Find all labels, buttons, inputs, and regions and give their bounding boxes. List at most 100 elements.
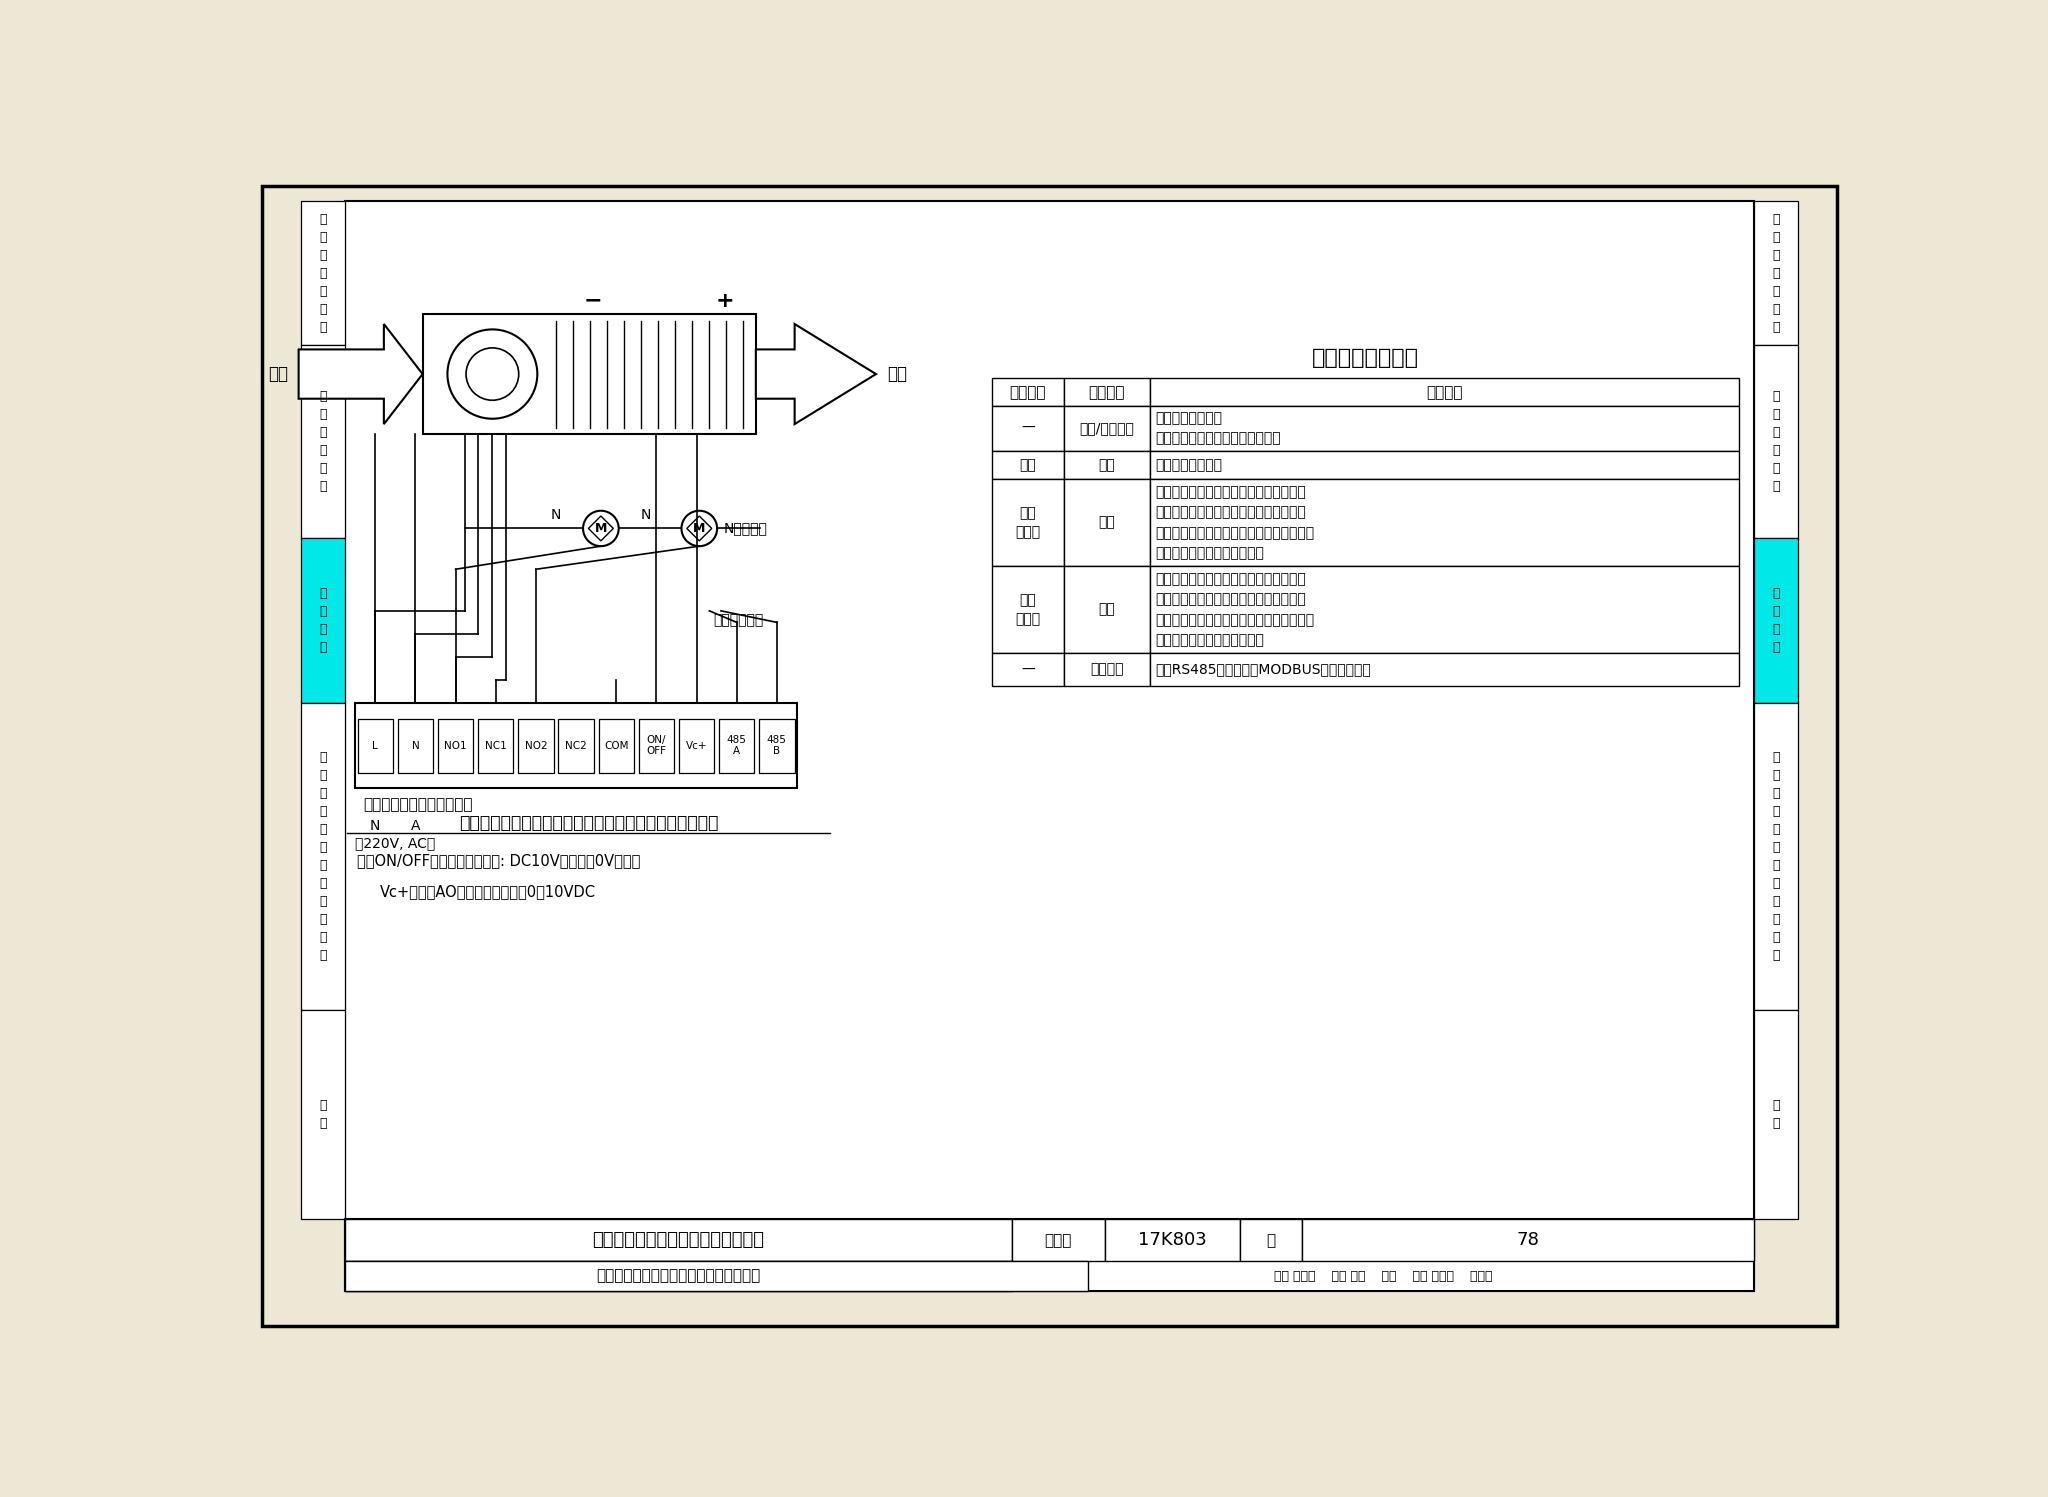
Text: 温控面板接线示意图及自控调节策略说明: 温控面板接线示意图及自控调节策略说明	[596, 1268, 760, 1283]
Bar	[1063, 566, 1151, 653]
Text: 控制要求: 控制要求	[1427, 385, 1462, 400]
Bar	[358, 719, 393, 772]
Bar	[301, 704, 346, 1009]
Text: 78: 78	[1518, 1232, 1540, 1250]
Text: 接受人员的选择；
冷气、暖风、送风、自动模式切换: 接受人员的选择； 冷气、暖风、送风、自动模式切换	[1155, 412, 1282, 446]
Bar	[598, 719, 635, 772]
Polygon shape	[588, 516, 612, 540]
Bar	[1063, 406, 1151, 451]
Bar	[559, 719, 594, 772]
Text: M: M	[692, 522, 705, 534]
Text: N: N	[412, 741, 420, 750]
Polygon shape	[686, 516, 713, 540]
Text: 通
用
监
控
要
求: 通 用 监 控 要 求	[319, 389, 328, 493]
Bar	[1063, 653, 1151, 686]
Text: L: L	[373, 741, 379, 750]
Bar	[301, 537, 346, 704]
Bar	[397, 719, 432, 772]
Text: ON/
OFF: ON/ OFF	[647, 735, 666, 756]
Polygon shape	[299, 323, 422, 424]
Text: —: —	[1022, 421, 1034, 436]
Text: 仪
表
调
试
选
用
和
运
行
与
安
装: 仪 表 调 试 选 用 和 运 行 与 安 装	[1772, 751, 1780, 963]
Text: Vc+（电机AO电压调速输出）：0～10VDC: Vc+（电机AO电压调速输出）：0～10VDC	[381, 885, 596, 900]
Text: 仪
表
调
试
选
用
和
运
行
与
安
装: 仪 表 调 试 选 用 和 运 行 与 安 装	[319, 751, 328, 963]
Bar	[1151, 379, 1739, 406]
Text: 通
用
监
控
要
求: 通 用 监 控 要 求	[1772, 389, 1780, 493]
Bar	[639, 719, 674, 772]
Text: 485
B: 485 B	[766, 735, 786, 756]
Bar	[1241, 1219, 1303, 1262]
Text: 冷热型直流无刷（四管制）风机盘管: 冷热型直流无刷（四管制）风机盘管	[592, 1232, 764, 1250]
Bar	[301, 346, 346, 537]
Text: +: +	[715, 290, 733, 310]
Bar	[678, 719, 715, 772]
Text: （220V, AC）: （220V, AC）	[354, 837, 436, 850]
Bar	[1753, 1009, 1798, 1219]
Bar	[1753, 537, 1798, 704]
Text: 被控设备: 被控设备	[1010, 385, 1047, 400]
Text: 转速: 转速	[1098, 458, 1116, 472]
Text: A: A	[412, 819, 420, 834]
Bar	[346, 201, 1753, 1290]
Bar	[1151, 566, 1739, 653]
Text: 通断: 通断	[1098, 515, 1116, 530]
Text: NO1: NO1	[444, 741, 467, 750]
Bar	[346, 1219, 1753, 1290]
Text: 注：ON/OFF（电机开关输出）: DC10V（开），0V（关）: 注：ON/OFF（电机开关输出）: DC10V（开），0V（关）	[356, 853, 641, 868]
Text: 直流无刷风机盘管温控面板: 直流无刷风机盘管温控面板	[362, 798, 473, 813]
Text: 自
控
原
理: 自 控 原 理	[319, 587, 328, 654]
Circle shape	[584, 510, 618, 546]
Text: 冷热型直流无刷（四管制）风机盘管温控面板接线示意图: 冷热型直流无刷（四管制）风机盘管温控面板接线示意图	[459, 813, 719, 832]
Text: 目
录
与
编
制
说
明: 目 录 与 编 制 说 明	[319, 213, 328, 334]
Text: NO2: NO2	[524, 741, 547, 750]
Text: 具有RS485联网控制（MODBUS等标准协议）: 具有RS485联网控制（MODBUS等标准协议）	[1155, 662, 1372, 677]
Bar	[1151, 653, 1739, 686]
Bar	[991, 379, 1063, 406]
Circle shape	[446, 329, 537, 419]
Bar	[1063, 479, 1151, 566]
Text: N: N	[371, 819, 381, 834]
Text: 图集号: 图集号	[1044, 1234, 1071, 1248]
Bar	[719, 719, 754, 772]
Bar	[301, 1009, 346, 1219]
Text: 被控内容: 被控内容	[1090, 385, 1124, 400]
Bar	[1151, 479, 1739, 566]
Text: 供冷/供热模式: 供冷/供热模式	[1079, 421, 1135, 436]
Text: M: M	[594, 522, 606, 534]
Bar	[991, 451, 1063, 479]
Bar	[438, 719, 473, 772]
Text: 供热模式时，当室内温度实测值低于设定
值时，热水电动阀开启；当室内温度实测
值达到或高于设定值时，热水电动阀关闭；
供冷模式时，热水电动阀关闭: 供热模式时，当室内温度实测值低于设定 值时，热水电动阀开启；当室内温度实测 值达…	[1155, 572, 1315, 648]
Bar	[422, 314, 756, 434]
Text: 目
录
与
编
制
说
明: 目 录 与 编 制 说 明	[1772, 213, 1780, 334]
Bar	[346, 1262, 1012, 1290]
Bar	[346, 1262, 1087, 1290]
Text: COM: COM	[604, 741, 629, 750]
Text: 回风: 回风	[268, 365, 289, 383]
Bar	[1104, 1219, 1241, 1262]
Bar	[301, 201, 346, 346]
Text: 网络通讯接口: 网络通讯接口	[713, 614, 764, 627]
Bar	[354, 704, 797, 787]
Text: 审核 金久析    校对 余欣    会签    设计 赵晓宇    赵晓字: 审核 金久析 校对 余欣 会签 设计 赵晓宇 赵晓字	[1274, 1269, 1493, 1283]
Bar	[1063, 379, 1151, 406]
Text: 页: 页	[1266, 1234, 1276, 1248]
Text: 冷水
电动阀: 冷水 电动阀	[1016, 593, 1040, 626]
Text: 冷水
电动阀: 冷水 电动阀	[1016, 506, 1040, 539]
Text: N（零线）: N（零线）	[723, 521, 768, 536]
Circle shape	[467, 347, 518, 400]
Bar	[477, 719, 514, 772]
Text: 风机: 风机	[1020, 458, 1036, 472]
Bar	[991, 653, 1063, 686]
Text: 自控调节策略说明: 自控调节策略说明	[1313, 349, 1419, 368]
Bar	[1151, 451, 1739, 479]
Text: —: —	[1022, 662, 1034, 677]
Polygon shape	[756, 323, 877, 424]
Circle shape	[682, 510, 717, 546]
Bar	[991, 406, 1063, 451]
Text: 自
控
原
理: 自 控 原 理	[1772, 587, 1780, 654]
Text: 17K803: 17K803	[1139, 1232, 1206, 1250]
Bar	[1753, 201, 1798, 346]
Bar	[1753, 704, 1798, 1009]
Bar	[1151, 406, 1739, 451]
Bar	[518, 719, 553, 772]
